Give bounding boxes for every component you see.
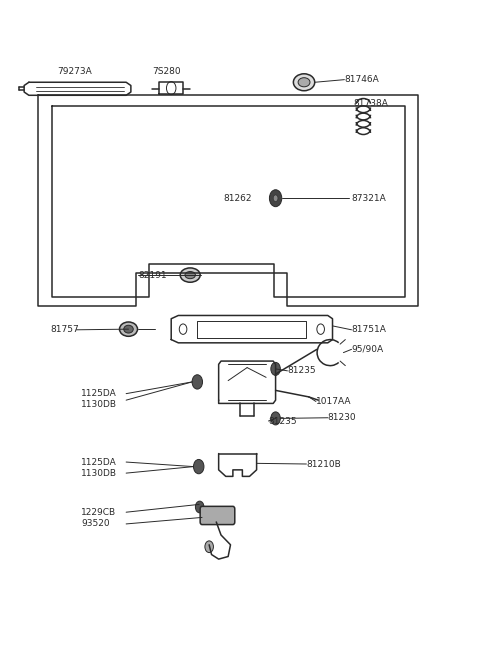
Circle shape [195, 501, 204, 513]
Text: 93520: 93520 [81, 520, 110, 528]
Text: 81751A: 81751A [351, 325, 386, 334]
Text: 81757: 81757 [50, 325, 79, 334]
Ellipse shape [180, 268, 200, 283]
Ellipse shape [298, 78, 310, 87]
Ellipse shape [124, 325, 133, 333]
Text: 1130DB: 1130DB [81, 400, 117, 409]
Text: 81746A: 81746A [344, 75, 379, 84]
Circle shape [273, 195, 278, 202]
Circle shape [192, 374, 203, 389]
Text: 1125DA: 1125DA [81, 457, 117, 466]
Text: 81210B: 81210B [306, 459, 341, 468]
Text: 95/90A: 95/90A [351, 345, 384, 354]
Text: 1125DA: 1125DA [81, 389, 117, 398]
Text: 81738A: 81738A [354, 99, 389, 108]
Circle shape [205, 541, 214, 553]
Text: 1229CB: 1229CB [81, 508, 116, 516]
Text: 81230: 81230 [328, 413, 356, 422]
Text: 79273A: 79273A [57, 66, 92, 76]
Text: 82191: 82191 [138, 271, 167, 280]
Circle shape [271, 412, 280, 425]
Circle shape [269, 190, 282, 207]
Text: 81235: 81235 [268, 417, 297, 426]
Ellipse shape [120, 322, 138, 336]
Text: 81262: 81262 [223, 194, 252, 203]
Text: 1017AA: 1017AA [316, 397, 351, 406]
Ellipse shape [185, 271, 195, 279]
Text: 81235: 81235 [288, 367, 316, 375]
Text: 7S280: 7S280 [152, 66, 181, 76]
FancyBboxPatch shape [200, 507, 235, 524]
Circle shape [193, 459, 204, 474]
Ellipse shape [293, 74, 315, 91]
Circle shape [271, 363, 280, 375]
Text: 87321A: 87321A [351, 194, 386, 203]
Text: 1130DB: 1130DB [81, 468, 117, 478]
